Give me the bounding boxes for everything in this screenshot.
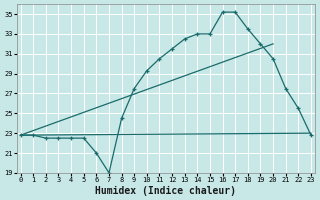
X-axis label: Humidex (Indice chaleur): Humidex (Indice chaleur) bbox=[95, 186, 236, 196]
